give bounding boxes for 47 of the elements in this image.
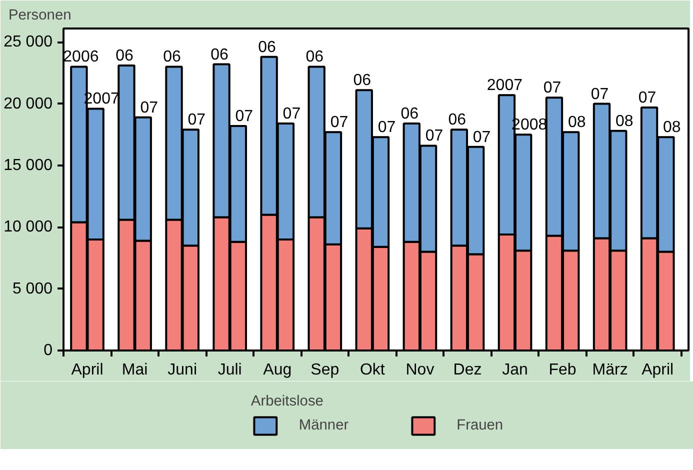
- x-tick-label: 06: [210, 46, 229, 64]
- text: Jan: [502, 362, 528, 378]
- x-tick-label: 2006: [63, 48, 99, 66]
- text: Nov: [406, 362, 434, 378]
- text: Feb: [548, 362, 576, 378]
- text: Juni: [168, 362, 198, 378]
- x-tick-label: 08: [663, 119, 681, 136]
- text: Okt: [360, 362, 386, 378]
- x-tick-label: 06: [353, 72, 372, 90]
- legend-title: Arbeitslose: [250, 394, 324, 410]
- x-tick-label: 07: [282, 105, 301, 122]
- text: Dez: [453, 362, 482, 378]
- legend-label: Frauen: [456, 418, 504, 434]
- x-tick-label: 08: [615, 112, 634, 130]
- x-tick-label: 06: [163, 48, 182, 66]
- x-tick-label: 07: [638, 89, 656, 106]
- x-tick-label: 07: [472, 128, 491, 146]
- x-tick-label: 07: [378, 119, 396, 136]
- x-tick-label: 07: [543, 80, 562, 97]
- x-tick-label: 07: [235, 108, 254, 125]
- text: April: [642, 362, 674, 378]
- x-tick-label: 06: [258, 38, 276, 56]
- x-tick-label: 08: [568, 114, 586, 132]
- x-tick-label: 07: [590, 86, 609, 103]
- y-axis-title: Personen: [8, 8, 72, 24]
- x-tick-label: 07: [140, 99, 158, 116]
- text: März: [592, 362, 628, 378]
- x-tick-label: 07: [188, 112, 206, 129]
- x-tick-label: 06: [448, 112, 466, 129]
- x-tick-label: 06: [116, 48, 134, 65]
- text: Aug: [263, 362, 292, 378]
- y-tick-label: 25 000: [4, 34, 53, 51]
- y-tick-label: 5 000: [12, 280, 53, 298]
- text: Sep: [310, 362, 340, 378]
- text: Juli: [218, 362, 242, 378]
- y-tick-label: 15 000: [4, 156, 53, 174]
- text: Mai: [122, 362, 148, 378]
- x-tick-label: 06: [400, 105, 419, 122]
- legend-label: Männer: [298, 418, 349, 434]
- y-tick-label: 0: [44, 342, 53, 359]
- y-tick-label: 20 000: [4, 95, 53, 112]
- y-tick-label: 10 000: [4, 218, 53, 236]
- x-tick-label: 2007: [486, 77, 523, 94]
- x-tick-label: 07: [330, 114, 348, 132]
- x-tick-label: 06: [306, 48, 324, 66]
- x-tick-label: 07: [425, 128, 444, 145]
- text: April: [71, 362, 104, 378]
